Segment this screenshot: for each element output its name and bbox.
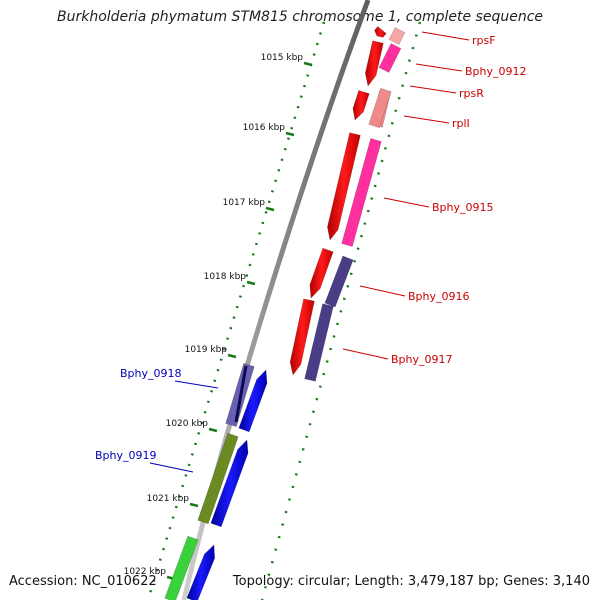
tick-label: 1020 kbp [166,419,209,429]
tick-label: 1018 kbp [204,272,247,282]
label-connector [149,462,194,473]
label-connector [174,380,219,389]
cds-forward-feature[interactable] [327,132,361,241]
label-connector [415,63,463,72]
topology-text: Topology: circular; Length: 3,479,187 bp… [232,574,590,589]
tick-label: 1021 kbp [147,494,190,504]
major-tick [303,61,313,67]
cds-forward-feature[interactable] [364,40,384,87]
cds-forward-feature[interactable] [309,247,334,299]
tick-label: 1019 kbp [185,345,228,355]
tick-label: 1015 kbp [261,53,304,63]
label-connector [342,348,389,360]
gene-feature-reverse-bphy_0919[interactable] [197,432,239,525]
gene-feature-bphy_0912[interactable] [378,43,402,73]
inner-tick-track [260,21,422,600]
cds-reverse-feature[interactable] [186,544,215,600]
gene-label-rpli[interactable]: rplI [452,117,470,130]
cds-forward-feature[interactable] [289,298,315,376]
gene-label-bphy_0915[interactable]: Bphy_0915 [432,201,494,214]
cds-reverse-feature[interactable] [210,439,249,528]
gene-feature-reverse[interactable] [164,535,199,600]
gene-label-rpsr[interactable]: rpsR [459,87,484,100]
tick-label: 1016 kbp [243,123,286,133]
major-tick [285,131,295,137]
gene-label-bphy_0912[interactable]: Bphy_0912 [465,65,527,78]
gene-label-bphy_0916[interactable]: Bphy_0916 [408,290,470,303]
map-title: Burkholderia phymatum STM815 chromosome … [56,9,543,25]
gene-label-bphy_0917[interactable]: Bphy_0917 [391,353,453,366]
gene-feature-bphy_0915[interactable] [341,138,382,247]
tick-label: 1017 kbp [223,198,266,208]
major-tick [265,206,275,212]
gene-feature-rpli[interactable] [368,87,392,129]
gene-label-bphy_0919[interactable]: Bphy_0919 [95,449,157,462]
major-tick [189,502,199,508]
gene-feature-bphy_0916[interactable] [324,255,354,308]
gene-label-rpsf[interactable]: rpsF [472,34,496,47]
label-connector [403,115,450,124]
cds-reverse-feature[interactable] [238,369,268,433]
label-connector [359,285,406,297]
accession-text: Accession: NC_010622 [9,574,157,589]
gene-label-bphy_0918[interactable]: Bphy_0918 [120,367,182,380]
label-connector [383,197,430,208]
tick-label: 1022 kbp [124,567,167,577]
feature-stripe [234,365,248,423]
gene-feature-bphy_0917[interactable] [304,303,334,382]
label-connector [409,85,457,94]
major-tick [208,427,218,433]
label-connector [421,31,470,41]
cds-forward-feature[interactable] [352,89,370,121]
cds-forward-feature[interactable] [374,26,387,38]
gene-feature-rpsf[interactable] [388,27,406,45]
major-tick [246,280,256,286]
major-tick [227,353,237,359]
outer-tick-track [146,21,326,600]
